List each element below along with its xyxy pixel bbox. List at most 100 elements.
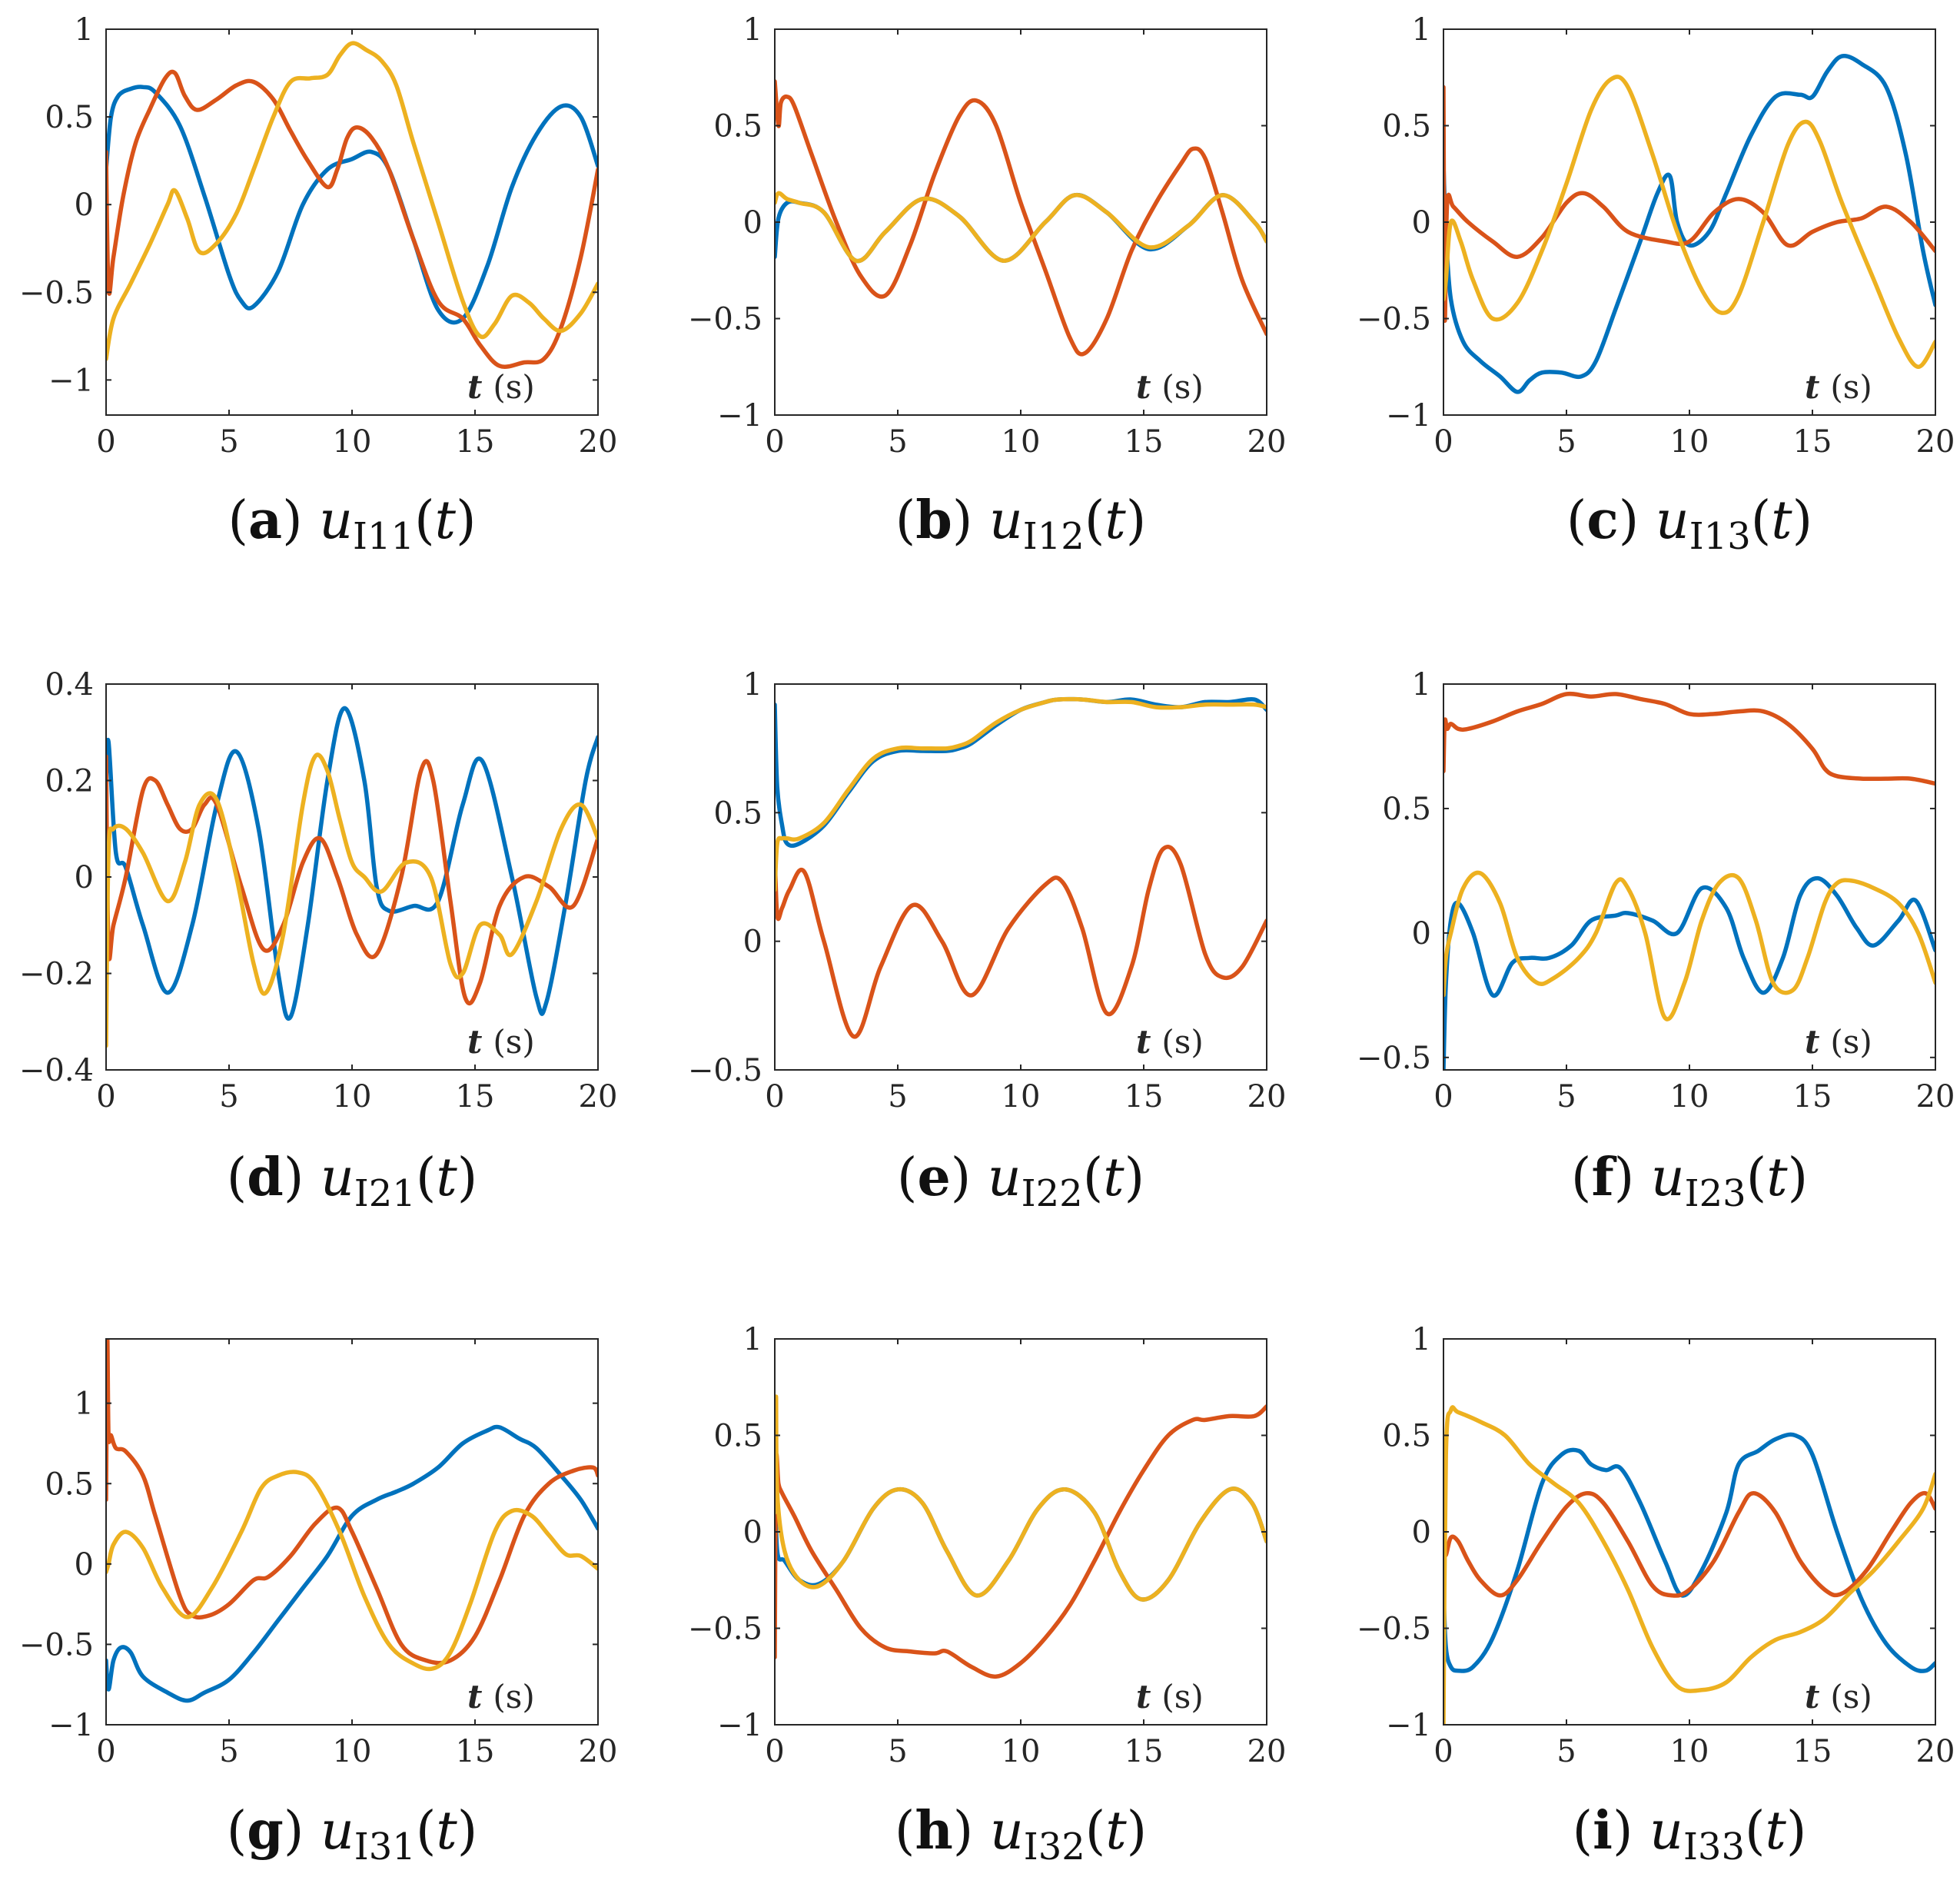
y-tick-label: 0.5 bbox=[1382, 1419, 1431, 1454]
series-group bbox=[775, 696, 1267, 1039]
caption-symbol: u bbox=[321, 1801, 354, 1862]
y-tick-label: 0.5 bbox=[713, 1419, 762, 1454]
y-tick-label: 1 bbox=[75, 1387, 94, 1422]
y-tick-label: −0.2 bbox=[19, 957, 94, 992]
x-tick-label: 0 bbox=[765, 1079, 784, 1114]
x-tick-label: 10 bbox=[1002, 1734, 1041, 1769]
y-tick-label: −0.4 bbox=[19, 1053, 94, 1088]
caption-paren-open: ( bbox=[228, 490, 249, 551]
caption-argument-close: ) bbox=[1125, 1148, 1145, 1208]
series-line-yellow bbox=[775, 1394, 1267, 1602]
y-tick-label: 1 bbox=[743, 1322, 762, 1357]
x-tick-label: 20 bbox=[1247, 424, 1287, 460]
x-axis-label-unit: (s) bbox=[1161, 368, 1203, 406]
caption-argument: ( bbox=[1746, 1148, 1767, 1208]
series-group bbox=[106, 1339, 598, 1703]
series-line-yellow bbox=[106, 1470, 598, 1672]
series-line-yellow bbox=[1443, 1405, 1935, 1725]
caption-symbol: u bbox=[1649, 1801, 1683, 1862]
caption-symbol: u bbox=[1651, 1148, 1685, 1208]
x-tick-label: 0 bbox=[1433, 1734, 1453, 1769]
caption-paren-close: ) bbox=[284, 1801, 321, 1862]
caption-argument: ( bbox=[416, 1801, 437, 1862]
x-axis-label: t (s) bbox=[1805, 1023, 1872, 1061]
caption-variable: t bbox=[436, 1148, 457, 1208]
caption-paren-close: ) bbox=[953, 1801, 990, 1862]
panel-caption: (e) uI22(t) bbox=[897, 1147, 1144, 1215]
y-tick-label: 0 bbox=[75, 1547, 94, 1583]
series-line-red bbox=[775, 1404, 1267, 1679]
panel-caption: (c) uI13(t) bbox=[1566, 490, 1812, 558]
x-axis-label: t (s) bbox=[1136, 1678, 1204, 1716]
x-axis-label-var: t bbox=[467, 1678, 482, 1716]
caption-subscript: I33 bbox=[1683, 1825, 1745, 1868]
x-axis-label: t (s) bbox=[1136, 368, 1204, 406]
x-tick-label: 20 bbox=[1916, 1734, 1955, 1769]
series-line-red bbox=[106, 754, 598, 1006]
y-tick-label: 1 bbox=[743, 12, 762, 48]
x-axis-label-unit: (s) bbox=[493, 1023, 534, 1061]
x-tick-label: 15 bbox=[1125, 1079, 1164, 1114]
y-tick-label: 1 bbox=[1412, 1322, 1431, 1357]
x-tick-label: 0 bbox=[96, 1079, 115, 1114]
x-tick-label: 5 bbox=[219, 1734, 238, 1769]
caption-paren-close: ) bbox=[1619, 490, 1656, 551]
caption-paren-open: ( bbox=[1566, 490, 1587, 551]
caption-argument: ( bbox=[1745, 1801, 1766, 1862]
x-tick-label: 15 bbox=[1793, 424, 1832, 460]
caption-variable: t bbox=[436, 1801, 457, 1862]
caption-variable: t bbox=[1771, 490, 1792, 551]
series-group bbox=[1443, 54, 1935, 394]
y-tick-label: 0.5 bbox=[45, 1466, 94, 1502]
caption-subscript: I21 bbox=[354, 1172, 416, 1215]
caption-variable: t bbox=[1766, 1148, 1788, 1208]
series-line-red bbox=[775, 79, 1267, 357]
y-tick-label: 1 bbox=[1412, 667, 1431, 703]
panel-caption: (f) uI23(t) bbox=[1571, 1147, 1808, 1215]
caption-paren-open: ( bbox=[895, 1801, 915, 1862]
x-tick-label: 10 bbox=[1002, 424, 1041, 460]
x-tick-label: 0 bbox=[96, 1734, 115, 1769]
series-line-red bbox=[106, 1339, 598, 1666]
caption-paren-close: ) bbox=[1613, 1801, 1649, 1862]
caption-paren-close: ) bbox=[952, 490, 989, 551]
x-tick-label: 15 bbox=[1793, 1734, 1832, 1769]
caption-letter: c bbox=[1586, 490, 1618, 551]
x-axis-label-unit: (s) bbox=[1830, 1023, 1872, 1061]
caption-variable: t bbox=[1105, 490, 1126, 551]
series-line-red bbox=[1443, 85, 1935, 324]
x-tick-label: 5 bbox=[219, 1079, 238, 1114]
caption-letter: d bbox=[247, 1147, 284, 1208]
x-axis-label: t (s) bbox=[467, 368, 535, 406]
series-line-yellow bbox=[1443, 870, 1935, 1021]
caption-symbol: u bbox=[1656, 490, 1689, 551]
caption-symbol: u bbox=[989, 490, 1023, 551]
x-tick-label: 10 bbox=[333, 1079, 372, 1114]
series-line-yellow bbox=[106, 752, 598, 1048]
caption-argument-close: ) bbox=[456, 490, 477, 551]
y-tick-label: −1 bbox=[717, 398, 762, 433]
series-line-yellow bbox=[775, 696, 1267, 892]
caption-argument: ( bbox=[1083, 1148, 1104, 1208]
x-tick-label: 5 bbox=[219, 424, 238, 460]
y-tick-label: 0 bbox=[743, 1515, 762, 1550]
series-group bbox=[775, 79, 1267, 357]
panel-d: 0 5 10 15 200.40.20−0.2−0.4t (s)(d) uI21(t) bbox=[19, 667, 618, 1215]
caption-letter: a bbox=[248, 490, 282, 551]
x-axis-label-var: t bbox=[1136, 1023, 1151, 1061]
caption-letter: e bbox=[917, 1147, 950, 1208]
y-tick-label: −0.5 bbox=[688, 1053, 762, 1088]
series-group bbox=[106, 706, 598, 1048]
y-tick-label: 1 bbox=[75, 12, 94, 48]
caption-subscript: I11 bbox=[353, 515, 414, 558]
x-tick-label: 20 bbox=[1916, 1079, 1955, 1114]
caption-variable: t bbox=[1103, 1148, 1125, 1208]
panel-caption: (g) uI31(t) bbox=[227, 1800, 477, 1868]
caption-letter: b bbox=[915, 490, 952, 551]
x-tick-label: 20 bbox=[579, 424, 618, 460]
y-tick-label: −0.5 bbox=[1357, 1041, 1431, 1076]
